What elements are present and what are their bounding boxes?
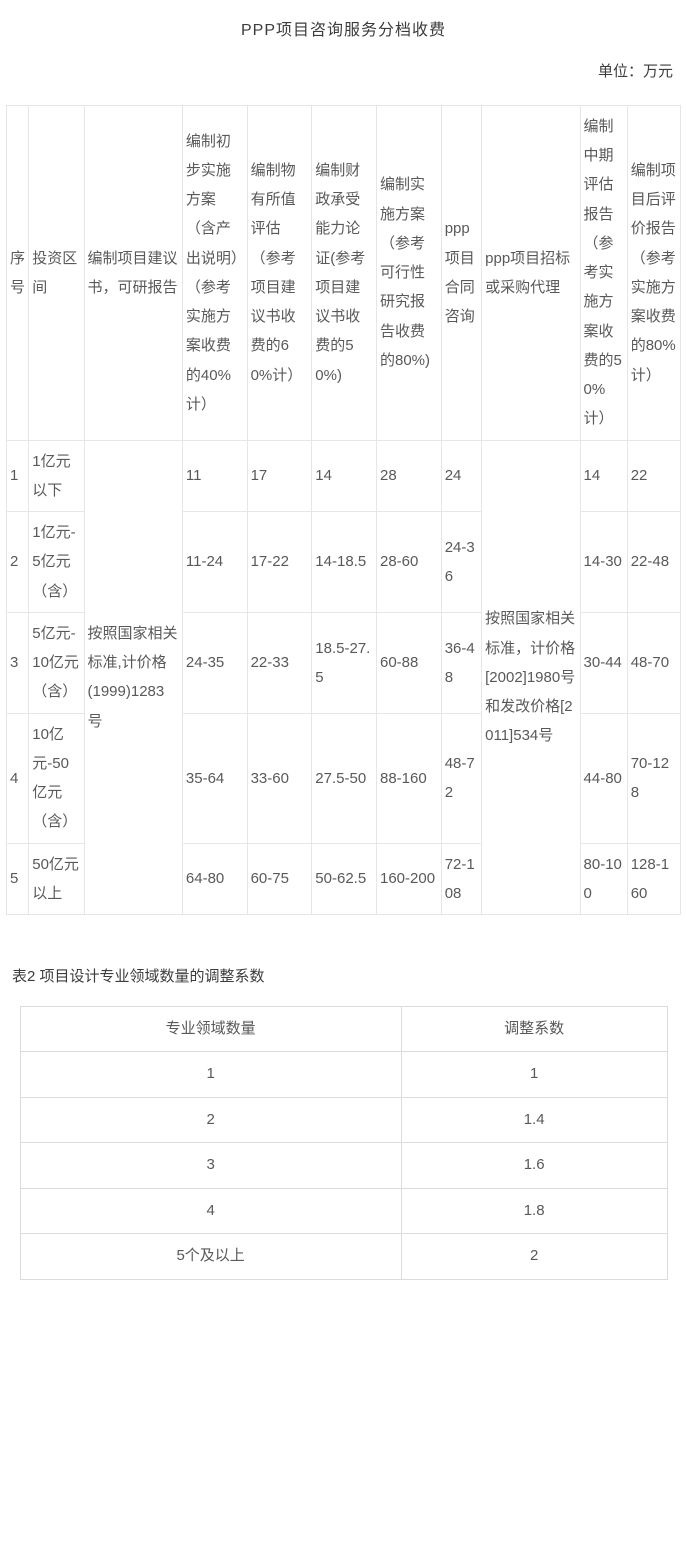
- cell: 22: [627, 440, 680, 512]
- cell: 22-48: [627, 512, 680, 613]
- table-row: 21.4: [20, 1097, 667, 1143]
- col-midterm: 编制中期评估报告（参考实施方案收费的50%计）: [580, 105, 627, 440]
- cell: 11: [182, 440, 247, 512]
- table-row: 5个及以上2: [20, 1234, 667, 1280]
- table-row: 11: [20, 1052, 667, 1098]
- cell: 3: [20, 1143, 401, 1189]
- cell: 27.5-50: [312, 713, 377, 843]
- cell: 17-22: [247, 512, 312, 613]
- cell-seq: 4: [7, 713, 29, 843]
- cell: 17: [247, 440, 312, 512]
- col-afford: 编制财政承受能力论证(参考项目建议书收费的50%): [312, 105, 377, 440]
- cell: 50-62.5: [312, 843, 377, 915]
- table-row: 1 1亿元以下 按照国家相关标准,计价格(1999)1283号 11 17 14…: [7, 440, 681, 512]
- cell: 28-60: [377, 512, 442, 613]
- cell: 80-100: [580, 843, 627, 915]
- cell-merged-standard-1: 按照国家相关标准,计价格(1999)1283号: [84, 440, 182, 915]
- cell: 18.5-27.5: [312, 612, 377, 713]
- cell: 30-44: [580, 612, 627, 713]
- cell: 14: [312, 440, 377, 512]
- col-seq: 序号: [7, 105, 29, 440]
- col-domain-count: 专业领域数量: [20, 1006, 401, 1052]
- cell: 14: [580, 440, 627, 512]
- col-contract: ppp项目合同咨询: [441, 105, 481, 440]
- cell-seq: 2: [7, 512, 29, 613]
- table-row: 31.6: [20, 1143, 667, 1189]
- cell-range: 5亿元-10亿元（含）: [29, 612, 84, 713]
- cell-seq: 3: [7, 612, 29, 713]
- cell: 128-160: [627, 843, 680, 915]
- col-coefficient: 调整系数: [401, 1006, 667, 1052]
- col-range: 投资区间: [29, 105, 84, 440]
- cell: 48-72: [441, 713, 481, 843]
- table2-caption: 表2 项目设计专业领域数量的调整系数: [6, 963, 681, 992]
- cell: 36-48: [441, 612, 481, 713]
- table-header-row: 序号 投资区间 编制项目建议书，可研报告 编制初步实施方案（含产出说明）（参考实…: [7, 105, 681, 440]
- cell: 24: [441, 440, 481, 512]
- col-posteval: 编制项目后评价报告（参考实施方案收费的80%计）: [627, 105, 680, 440]
- cell: 5个及以上: [20, 1234, 401, 1280]
- cell: 22-33: [247, 612, 312, 713]
- page-title: PPP项目咨询服务分档收费: [6, 16, 681, 46]
- col-vfm: 编制物有所值评估（参考项目建议书收费的60%计）: [247, 105, 312, 440]
- cell-seq: 5: [7, 843, 29, 915]
- table-row: 41.8: [20, 1188, 667, 1234]
- cell: 24-35: [182, 612, 247, 713]
- unit-label: 单位：万元: [6, 58, 681, 87]
- cell: 28: [377, 440, 442, 512]
- cell: 88-160: [377, 713, 442, 843]
- adjustment-table: 专业领域数量 调整系数 1121.431.641.85个及以上2: [20, 1006, 668, 1280]
- col-procure: ppp项目招标或采购代理: [482, 105, 580, 440]
- col-proposal: 编制项目建议书，可研报告: [84, 105, 182, 440]
- cell: 2: [401, 1234, 667, 1280]
- cell: 1: [20, 1052, 401, 1098]
- cell: 1.8: [401, 1188, 667, 1234]
- cell: 72-108: [441, 843, 481, 915]
- cell: 2: [20, 1097, 401, 1143]
- cell: 4: [20, 1188, 401, 1234]
- cell: 60-88: [377, 612, 442, 713]
- cell-range: 10亿元-50亿元（含）: [29, 713, 84, 843]
- col-impl: 编制实施方案（参考可行性研究报告收费的80%): [377, 105, 442, 440]
- cell: 70-128: [627, 713, 680, 843]
- cell: 1.4: [401, 1097, 667, 1143]
- cell: 14-18.5: [312, 512, 377, 613]
- cell: 64-80: [182, 843, 247, 915]
- cell: 160-200: [377, 843, 442, 915]
- fee-table: 序号 投资区间 编制项目建议书，可研报告 编制初步实施方案（含产出说明）（参考实…: [6, 105, 681, 915]
- cell-range: 50亿元以上: [29, 843, 84, 915]
- cell-range: 1亿元-5亿元（含）: [29, 512, 84, 613]
- cell: 48-70: [627, 612, 680, 713]
- cell: 1.6: [401, 1143, 667, 1189]
- cell: 14-30: [580, 512, 627, 613]
- cell: 60-75: [247, 843, 312, 915]
- cell-merged-standard-2: 按照国家相关标准，计价格[2002]1980号和发改价格[2011]534号: [482, 440, 580, 915]
- cell: 33-60: [247, 713, 312, 843]
- cell: 11-24: [182, 512, 247, 613]
- cell: 35-64: [182, 713, 247, 843]
- table-header-row: 专业领域数量 调整系数: [20, 1006, 667, 1052]
- col-prelim: 编制初步实施方案（含产出说明）（参考实施方案收费的40%计）: [182, 105, 247, 440]
- cell: 1: [401, 1052, 667, 1098]
- cell-seq: 1: [7, 440, 29, 512]
- cell: 44-80: [580, 713, 627, 843]
- cell: 24-36: [441, 512, 481, 613]
- cell-range: 1亿元以下: [29, 440, 84, 512]
